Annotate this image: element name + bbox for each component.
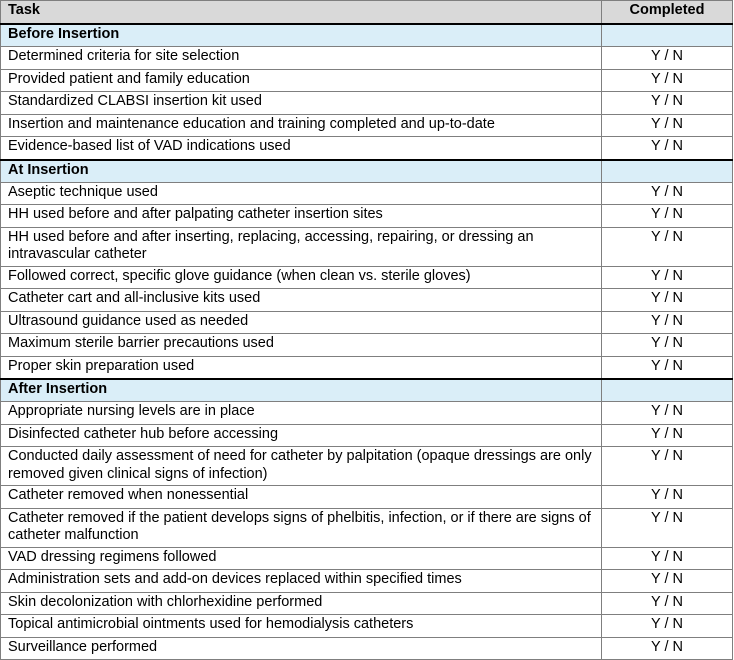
task-cell: Insertion and maintenance education and …: [0, 113, 602, 137]
task-cell: HH used before and after palpating cathe…: [0, 204, 602, 228]
section-title: After Insertion: [0, 378, 602, 402]
completed-cell: Y / N: [601, 355, 733, 380]
task-row: VAD dressing regimens followed Y / N: [0, 546, 733, 570]
task-cell: Appropriate nursing levels are in place: [0, 401, 602, 425]
completed-cell: Y / N: [601, 113, 733, 137]
completed-cell: Y / N: [601, 569, 733, 593]
completed-cell: Y / N: [601, 333, 733, 357]
task-cell: Administration sets and add-on devices r…: [0, 569, 602, 593]
task-cell: Topical antimicrobial ointments used for…: [0, 614, 602, 638]
section-title: At Insertion: [0, 158, 602, 183]
section-blank: [601, 378, 733, 402]
task-row: Determined criteria for site selection Y …: [0, 46, 733, 70]
task-row: Administration sets and add-on devices r…: [0, 569, 733, 593]
header-row: Task Completed: [0, 0, 733, 25]
completed-cell: Y / N: [601, 68, 733, 92]
task-row: HH used before and after palpating cathe…: [0, 204, 733, 228]
task-cell: Catheter cart and all-inclusive kits use…: [0, 288, 602, 312]
completed-cell: Y / N: [601, 226, 733, 267]
completed-cell: Y / N: [601, 614, 733, 638]
task-row: Catheter removed if the patient develops…: [0, 507, 733, 548]
task-cell: Catheter removed if the patient develops…: [0, 507, 602, 548]
task-cell: Conducted daily assessment of need for c…: [0, 446, 602, 486]
completed-cell: Y / N: [601, 446, 733, 486]
task-row: Skin decolonization with chlorhexidine p…: [0, 591, 733, 615]
task-cell: Maximum sterile barrier precautions used: [0, 333, 602, 357]
completed-cell: Y / N: [601, 46, 733, 70]
task-row: Conducted daily assessment of need for c…: [0, 446, 733, 486]
task-row: Appropriate nursing levels are in place Y…: [0, 401, 733, 425]
task-cell: Proper skin preparation used: [0, 355, 602, 380]
task-cell: Catheter removed when nonessential: [0, 485, 602, 509]
task-row: Maximum sterile barrier precautions used…: [0, 333, 733, 357]
completed-cell: Y / N: [601, 265, 733, 289]
task-cell: Skin decolonization with chlorhexidine p…: [0, 591, 602, 615]
task-cell: Provided patient and family education: [0, 68, 602, 92]
section-row: At Insertion: [0, 158, 733, 183]
table-body: Before Insertion Determined criteria for …: [0, 23, 733, 660]
task-cell: Aseptic technique used: [0, 181, 602, 205]
completed-cell: Y / N: [601, 485, 733, 509]
completed-cell: Y / N: [601, 401, 733, 425]
section-row: Before Insertion: [0, 23, 733, 47]
completed-cell: Y / N: [601, 636, 733, 660]
completed-cell: Y / N: [601, 591, 733, 615]
task-row: Ultrasound guidance used as needed Y / N: [0, 310, 733, 334]
task-cell: Disinfected catheter hub before accessin…: [0, 423, 602, 447]
task-row: Aseptic technique used Y / N: [0, 181, 733, 205]
column-header: Task: [0, 0, 602, 25]
completed-cell: Y / N: [601, 91, 733, 115]
column-header: Completed: [601, 0, 733, 25]
task-row: Evidence-based list of VAD indications u…: [0, 136, 733, 160]
task-cell: Followed correct, specific glove guidanc…: [0, 265, 602, 289]
section-title: Before Insertion: [0, 23, 602, 47]
task-row: Topical antimicrobial ointments used for…: [0, 614, 733, 638]
task-row: Catheter removed when nonessential Y / N: [0, 485, 733, 509]
task-cell: Standardized CLABSI insertion kit used: [0, 91, 602, 115]
task-row: Insertion and maintenance education and …: [0, 113, 733, 137]
completed-cell: Y / N: [601, 546, 733, 570]
task-row: HH used before and after inserting, repl…: [0, 226, 733, 267]
completed-cell: Y / N: [601, 204, 733, 228]
task-row: Provided patient and family education Y /…: [0, 68, 733, 92]
task-row: Standardized CLABSI insertion kit used Y …: [0, 91, 733, 115]
task-row: Disinfected catheter hub before accessin…: [0, 423, 733, 447]
completed-cell: Y / N: [601, 310, 733, 334]
task-row: Surveillance performed Y / N: [0, 636, 733, 660]
completed-cell: Y / N: [601, 507, 733, 548]
task-cell: Ultrasound guidance used as needed: [0, 310, 602, 334]
task-cell: Determined criteria for site selection: [0, 46, 602, 70]
section-row: After Insertion: [0, 378, 733, 402]
completed-cell: Y / N: [601, 136, 733, 160]
task-cell: Evidence-based list of VAD indications u…: [0, 136, 602, 160]
completed-cell: Y / N: [601, 288, 733, 312]
task-row: Proper skin preparation used Y / N: [0, 355, 733, 380]
section-blank: [601, 158, 733, 183]
completed-cell: Y / N: [601, 423, 733, 447]
task-cell: VAD dressing regimens followed: [0, 546, 602, 570]
completed-cell: Y / N: [601, 181, 733, 205]
section-blank: [601, 23, 733, 47]
task-row: Catheter cart and all-inclusive kits use…: [0, 288, 733, 312]
task-row: Followed correct, specific glove guidanc…: [0, 265, 733, 289]
task-cell: HH used before and after inserting, repl…: [0, 226, 602, 267]
task-cell: Surveillance performed: [0, 636, 602, 660]
